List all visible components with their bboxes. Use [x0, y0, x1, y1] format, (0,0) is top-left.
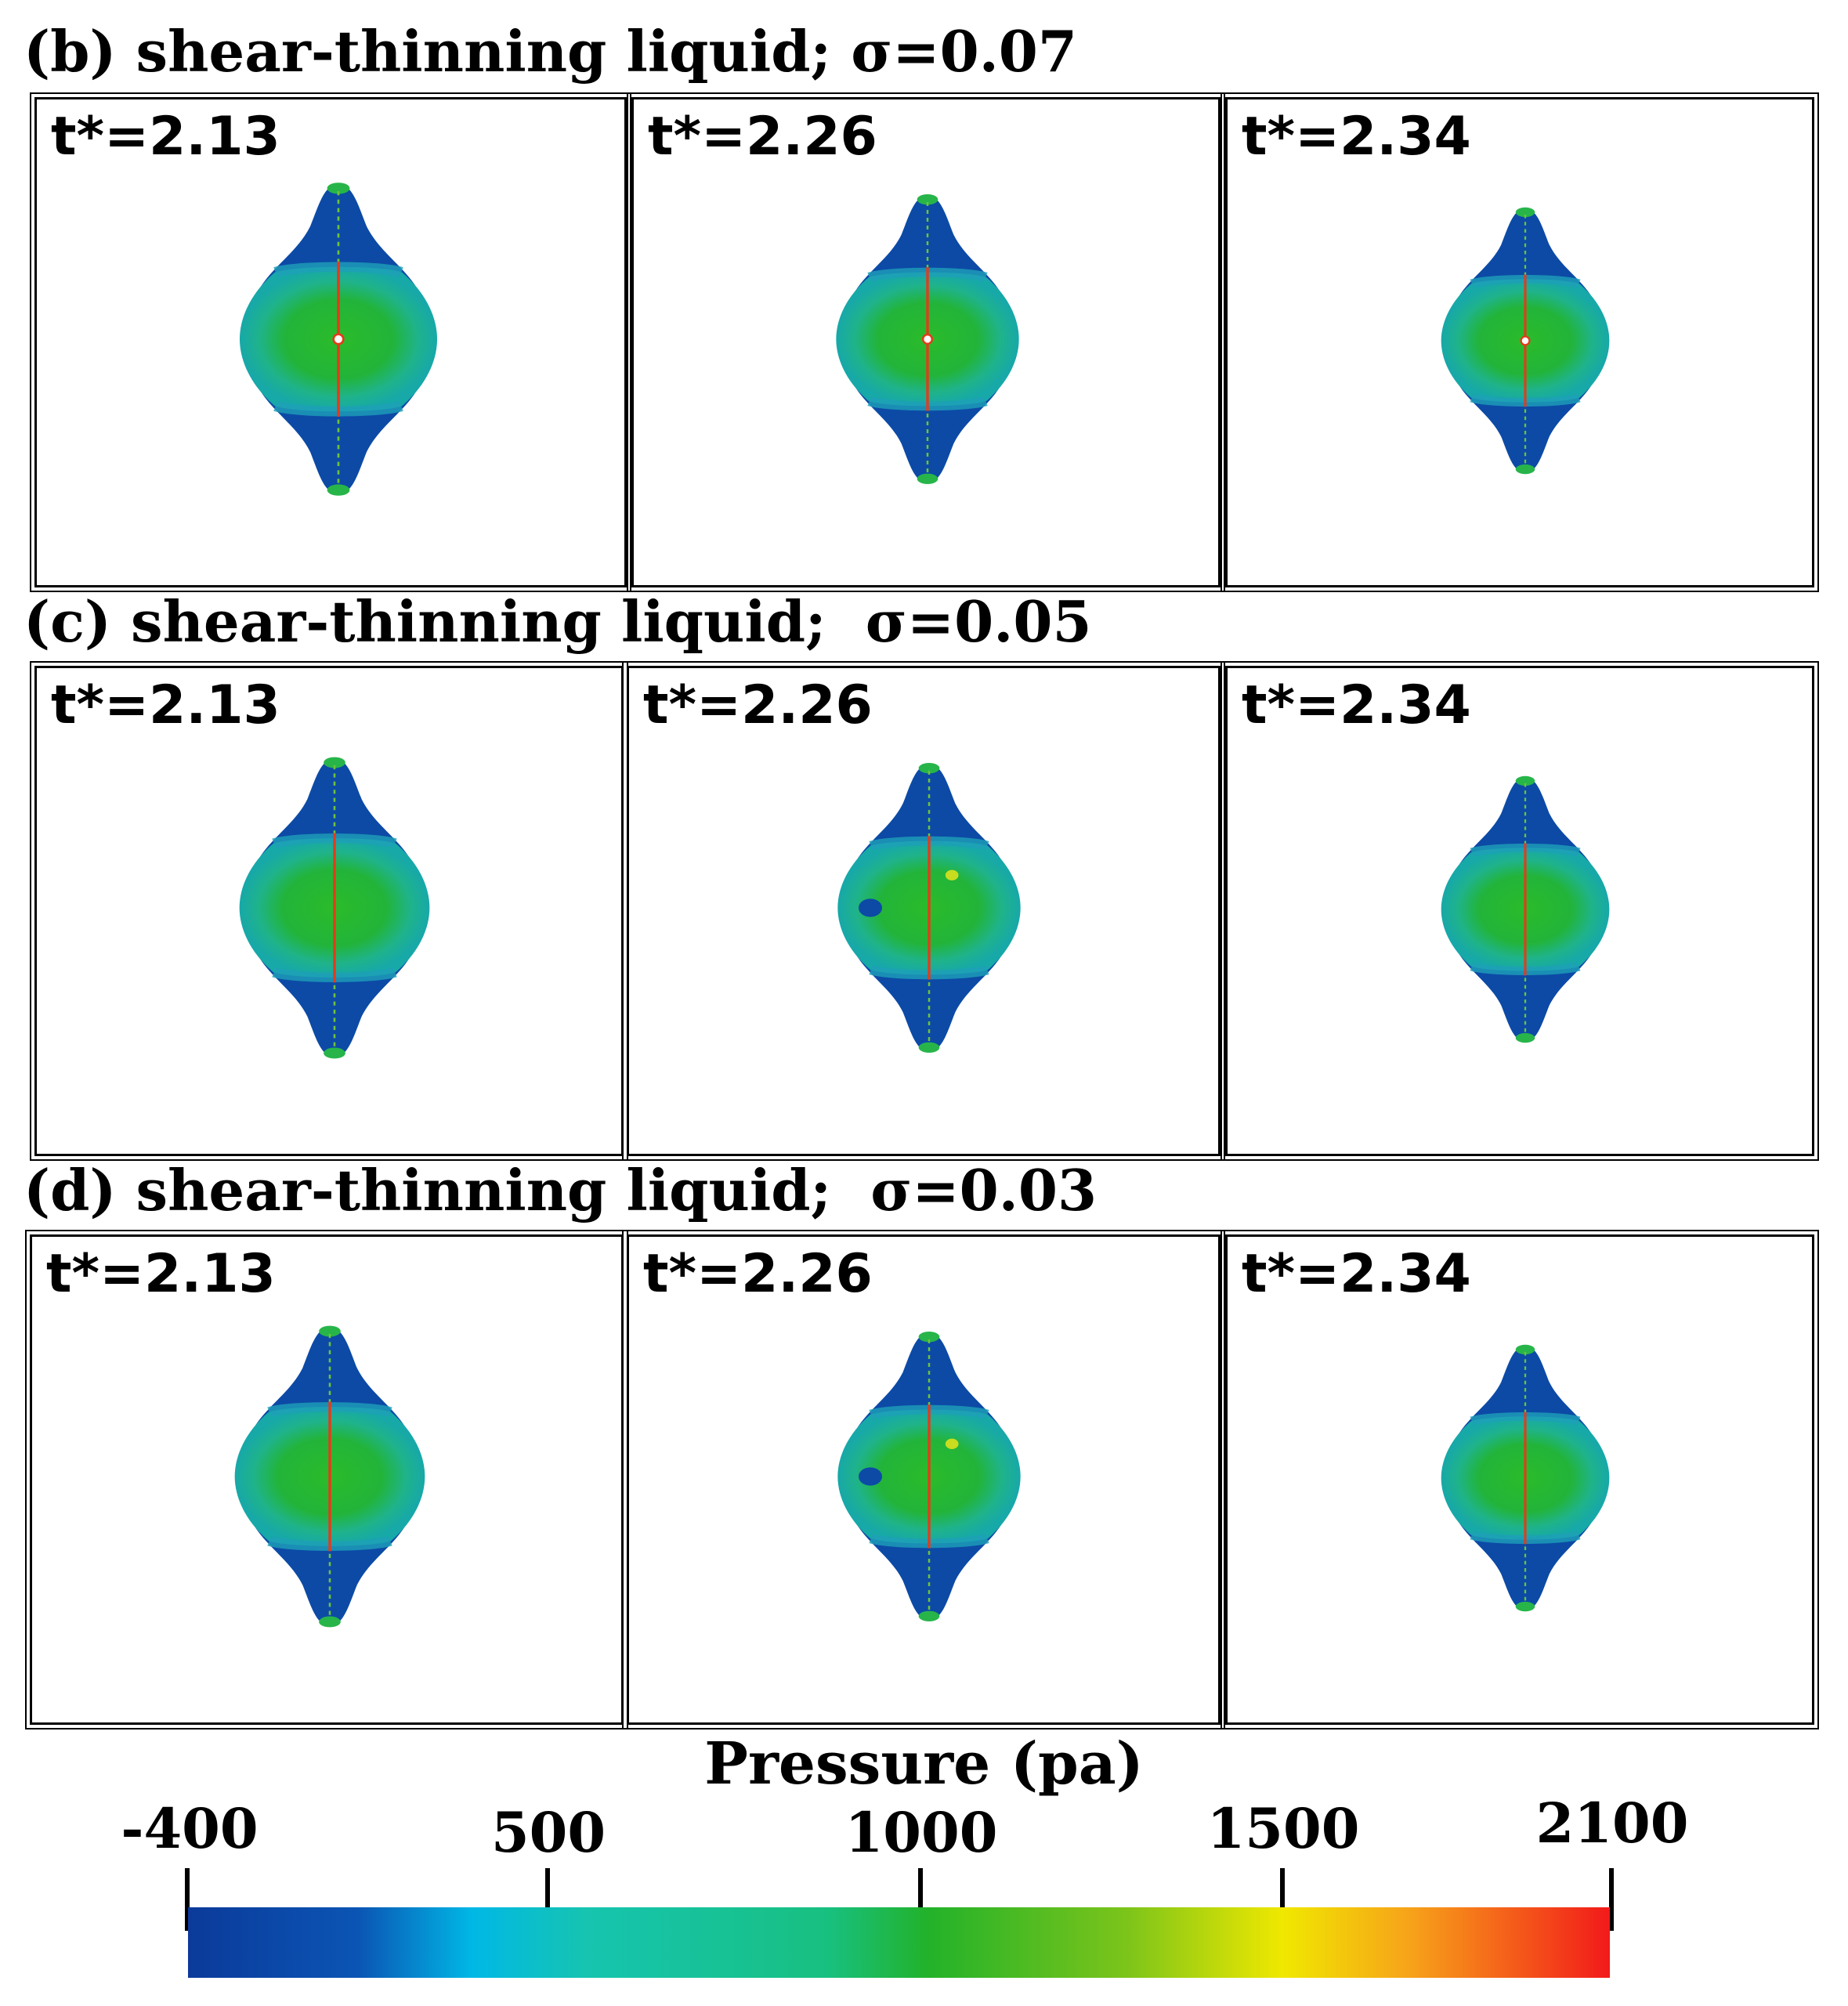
panel-c-3: t*=2.34	[1221, 661, 1819, 1161]
row-title-d: (d) shear-thinning liquid; σ=0.03	[24, 1157, 1098, 1223]
colorbar	[188, 1907, 1610, 1978]
colorbar-tick	[545, 1868, 550, 1931]
colorbar-title: Pressure (pa)	[704, 1730, 1144, 1798]
time-label: t*=2.13	[46, 1243, 276, 1305]
droplet-contour	[831, 1304, 1027, 1649]
colorbar-tick	[1609, 1868, 1614, 1931]
colorbar-tick-label: 1000	[844, 1800, 998, 1865]
time-label: t*=2.13	[51, 674, 280, 736]
droplet-contour	[233, 175, 444, 504]
droplet-contour	[1435, 1298, 1615, 1658]
row-title-b: (b) shear-thinning liquid; σ=0.07	[24, 18, 1077, 85]
droplet-contour	[830, 175, 1025, 504]
panel-b-2: t*=2.26	[627, 92, 1225, 592]
colorbar-tick	[185, 1868, 190, 1931]
time-label: t*=2.26	[643, 674, 873, 736]
time-label: t*=2.34	[1242, 1243, 1471, 1305]
colorbar-tick-label: 2100	[1535, 1791, 1689, 1856]
panel-b-1: t*=2.13	[30, 92, 631, 592]
time-label: t*=2.34	[1242, 674, 1471, 736]
panel-d-3: t*=2.34	[1221, 1230, 1819, 1729]
panel-b-3: t*=2.34	[1221, 92, 1819, 592]
panel-c-2: t*=2.26	[622, 661, 1225, 1161]
row-title-c: (c) shear-thinning liquid; σ=0.05	[24, 588, 1092, 655]
time-label: t*=2.26	[643, 1243, 873, 1305]
colorbar-tick-label: -400	[121, 1796, 259, 1861]
time-label: t*=2.13	[51, 106, 280, 168]
colorbar-tick	[918, 1868, 923, 1931]
droplet-contour	[831, 743, 1027, 1072]
panel-d-1: t*=2.13	[25, 1230, 628, 1729]
colorbar-tick	[1280, 1868, 1285, 1931]
droplet-contour	[1435, 168, 1615, 513]
droplet-contour	[233, 743, 436, 1072]
panel-c-1: t*=2.13	[30, 661, 628, 1161]
droplet-contour	[228, 1312, 432, 1641]
time-label: t*=2.34	[1242, 106, 1471, 168]
time-label: t*=2.26	[648, 106, 877, 168]
droplet-contour	[1435, 737, 1615, 1082]
panel-d-2: t*=2.26	[622, 1230, 1225, 1729]
colorbar-tick-label: 500	[490, 1800, 606, 1865]
colorbar-tick-label: 1500	[1206, 1796, 1360, 1861]
